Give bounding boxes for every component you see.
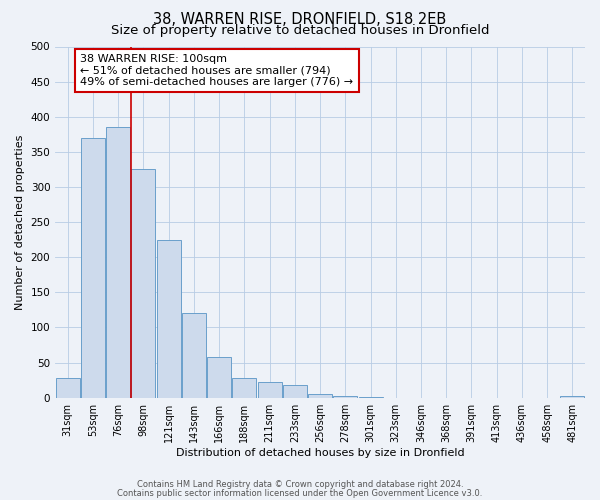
Text: 38 WARREN RISE: 100sqm
← 51% of detached houses are smaller (794)
49% of semi-de: 38 WARREN RISE: 100sqm ← 51% of detached… <box>80 54 353 86</box>
X-axis label: Distribution of detached houses by size in Dronfield: Distribution of detached houses by size … <box>176 448 464 458</box>
Bar <box>56 378 80 398</box>
Bar <box>232 378 256 398</box>
Bar <box>334 396 357 398</box>
Bar <box>182 314 206 398</box>
Text: Size of property relative to detached houses in Dronfield: Size of property relative to detached ho… <box>111 24 489 37</box>
Y-axis label: Number of detached properties: Number of detached properties <box>15 134 25 310</box>
Bar <box>560 396 584 398</box>
Bar <box>283 385 307 398</box>
Text: 38, WARREN RISE, DRONFIELD, S18 2EB: 38, WARREN RISE, DRONFIELD, S18 2EB <box>154 12 446 28</box>
Bar <box>106 128 130 398</box>
Bar <box>81 138 105 398</box>
Bar <box>359 397 383 398</box>
Text: Contains HM Land Registry data © Crown copyright and database right 2024.: Contains HM Land Registry data © Crown c… <box>137 480 463 489</box>
Text: Contains public sector information licensed under the Open Government Licence v3: Contains public sector information licen… <box>118 488 482 498</box>
Bar <box>308 394 332 398</box>
Bar <box>207 357 231 398</box>
Bar <box>157 240 181 398</box>
Bar <box>257 382 281 398</box>
Bar <box>131 170 155 398</box>
